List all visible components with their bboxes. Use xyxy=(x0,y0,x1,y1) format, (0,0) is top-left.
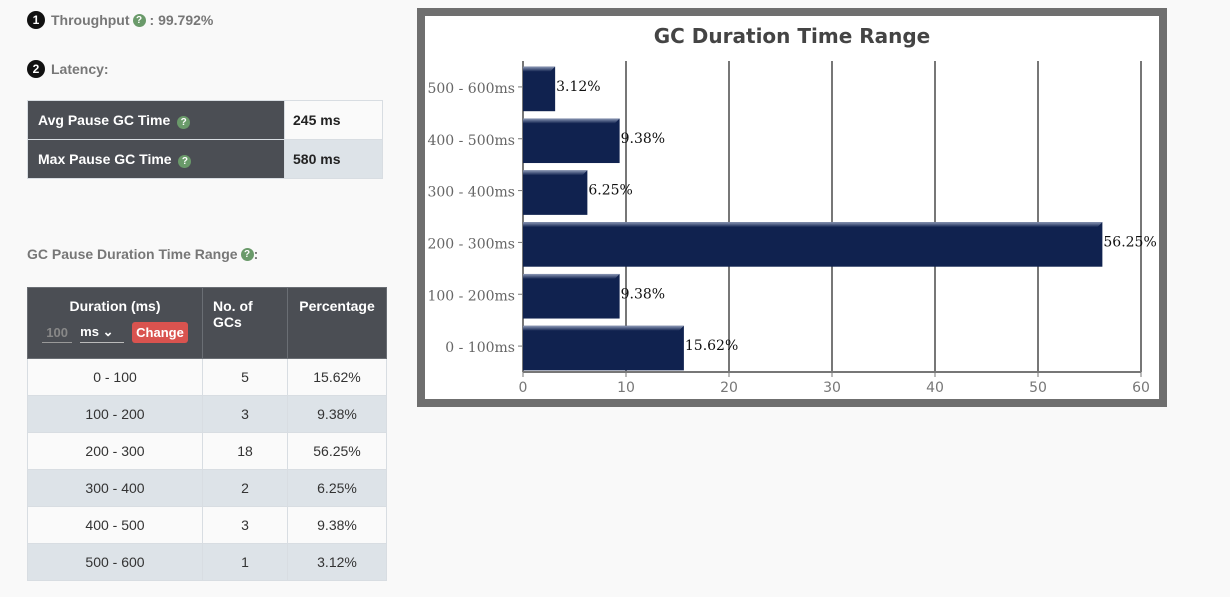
table-row: 300 - 400 2 6.25% xyxy=(27,469,387,507)
x-tick-label: 40 xyxy=(926,380,944,396)
unit-select[interactable]: ms ⌄ xyxy=(80,322,125,343)
gc-duration-chart: GC Duration Time Range 0 10 20 30 40 50 60 0 - 1… xyxy=(427,24,1156,396)
bar-bevel xyxy=(523,170,588,176)
bar-bevel xyxy=(523,118,620,124)
count-cell: 1 xyxy=(202,543,288,581)
y-tick-label: 0 - 100ms xyxy=(445,340,515,356)
bar xyxy=(523,273,620,319)
percentage-cell: 9.38% xyxy=(287,506,387,544)
y-tick-label: 100 - 200ms xyxy=(427,288,515,304)
duration-header-label: Duration (ms) xyxy=(69,298,161,314)
table-row: 500 - 600 1 3.12% xyxy=(27,543,387,581)
table-row: Avg Pause GC Time ? 245 ms xyxy=(27,100,383,140)
x-tick-label: 60 xyxy=(1132,380,1150,396)
x-tick-label: 20 xyxy=(720,380,738,396)
avg-pause-label: Avg Pause GC Time xyxy=(38,111,171,128)
bar xyxy=(523,170,588,215)
data-label: 6.25% xyxy=(588,183,632,199)
table-header-row: Duration (ms) 100 ms ⌄ Change No. of GCs… xyxy=(27,287,387,359)
range-cell: 0 - 100 xyxy=(27,358,203,396)
chart-panel: GC Duration Time Range 0 10 20 30 40 50 60 0 - 1… xyxy=(425,16,1159,399)
duration-range-table: Duration (ms) 100 ms ⌄ Change No. of GCs… xyxy=(27,287,387,581)
range-size-input[interactable]: 100 xyxy=(42,323,73,343)
percentage-cell: 15.62% xyxy=(287,358,387,396)
chart-frame: GC Duration Time Range 0 10 20 30 40 50 60 0 - 1… xyxy=(417,8,1167,407)
unit-controls: 100 ms ⌄ Change xyxy=(38,322,192,343)
table-row: 200 - 300 18 56.25% xyxy=(27,432,387,470)
table-row: 400 - 500 3 9.38% xyxy=(27,506,387,544)
max-pause-label: Max Pause GC Time xyxy=(38,150,172,167)
count-cell: 3 xyxy=(202,395,288,433)
step-one-badge: 1 xyxy=(27,11,45,29)
chart-title: GC Duration Time Range xyxy=(654,24,931,48)
range-section-label: GC Pause Duration Time Range xyxy=(27,246,238,262)
y-tick-label: 300 - 400ms xyxy=(427,185,515,201)
x-tick-label: 50 xyxy=(1029,380,1047,396)
range-cell: 100 - 200 xyxy=(27,395,203,433)
max-pause-value: 580 ms xyxy=(284,139,383,179)
data-label: 9.38% xyxy=(621,286,665,302)
gc-count-header: No. of GCs xyxy=(202,287,288,359)
latency-label: Latency: xyxy=(51,61,109,77)
count-cell: 18 xyxy=(202,432,288,470)
range-cell: 300 - 400 xyxy=(27,469,203,507)
range-section-heading: GC Pause Duration Time Range ? : xyxy=(27,246,258,262)
table-row: Max Pause GC Time ? 580 ms xyxy=(27,139,383,179)
y-tick-label: 500 - 600ms xyxy=(427,81,515,97)
table-row: 100 - 200 3 9.38% xyxy=(27,395,387,433)
count-cell: 5 xyxy=(202,358,288,396)
throughput-metric: 1 Throughput ? : 99.792% xyxy=(27,11,213,29)
y-tick-label: 200 - 300ms xyxy=(427,236,515,252)
change-button[interactable]: Change xyxy=(132,322,188,343)
chevron-down-icon: ⌄ xyxy=(102,324,114,339)
latency-table: Avg Pause GC Time ? 245 ms Max Pause GC … xyxy=(27,100,383,179)
latency-heading: 2 Latency: xyxy=(27,60,109,78)
throughput-value: : 99.792% xyxy=(149,12,214,28)
bar xyxy=(523,222,1103,267)
help-icon[interactable]: ? xyxy=(132,13,146,27)
percentage-header: Percentage xyxy=(287,287,387,359)
y-tick-label: 400 - 500ms xyxy=(427,133,515,149)
bar-bevel xyxy=(523,273,620,279)
duration-header: Duration (ms) 100 ms ⌄ Change xyxy=(27,287,203,359)
unit-select-value: ms xyxy=(80,324,99,339)
data-label: 3.12% xyxy=(556,79,600,95)
step-two-badge: 2 xyxy=(27,60,45,78)
range-cell: 400 - 500 xyxy=(27,506,203,544)
max-pause-label-cell: Max Pause GC Time ? xyxy=(27,139,285,179)
data-label: 56.25% xyxy=(1103,234,1156,250)
x-tick-label: 30 xyxy=(823,380,841,396)
bar xyxy=(523,118,620,164)
count-cell: 3 xyxy=(202,506,288,544)
help-icon[interactable]: ? xyxy=(240,247,254,261)
bar xyxy=(523,325,684,371)
table-row: 0 - 100 5 15.62% xyxy=(27,358,387,396)
help-icon[interactable]: ? xyxy=(177,115,191,129)
percentage-cell: 3.12% xyxy=(287,543,387,581)
percentage-cell: 9.38% xyxy=(287,395,387,433)
data-label: 15.62% xyxy=(685,338,738,354)
range-section-suffix: : xyxy=(253,246,259,262)
bar-bevel xyxy=(523,66,556,72)
help-icon[interactable]: ? xyxy=(178,154,192,168)
count-cell: 2 xyxy=(202,469,288,507)
x-tick-label: 0 xyxy=(519,380,528,396)
percentage-cell: 6.25% xyxy=(287,469,387,507)
bar-bevel xyxy=(523,222,1103,228)
bar-bevel xyxy=(523,325,684,331)
avg-pause-label-cell: Avg Pause GC Time ? xyxy=(27,100,285,140)
avg-pause-value: 245 ms xyxy=(284,100,383,140)
range-cell: 500 - 600 xyxy=(27,543,203,581)
data-label: 9.38% xyxy=(621,131,665,147)
range-cell: 200 - 300 xyxy=(27,432,203,470)
throughput-label: Throughput xyxy=(51,12,130,28)
x-tick-label: 10 xyxy=(617,380,635,396)
bar xyxy=(523,66,556,112)
percentage-cell: 56.25% xyxy=(287,432,387,470)
